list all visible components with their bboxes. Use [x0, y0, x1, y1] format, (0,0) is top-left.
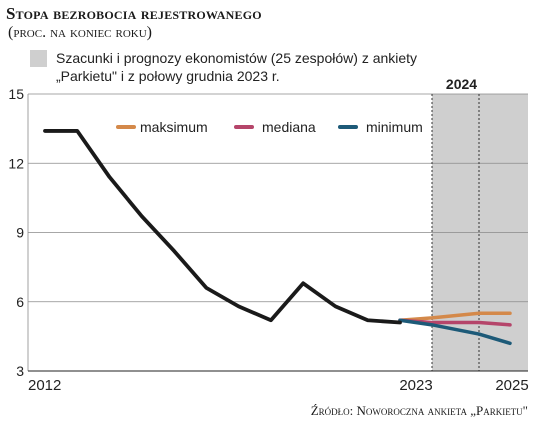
series-line-minimum	[398, 318, 512, 346]
forecast-legend-swatch	[30, 50, 47, 67]
chart-subtitle: (proc. na koniec roku)	[8, 24, 152, 41]
y-tick-label-12: 12	[8, 155, 24, 171]
x-label-start: 2012	[28, 377, 61, 394]
x-label-mid: 2023	[399, 377, 432, 394]
forecast-note-line-2: „Parkietu" i z połowy grudnia 2023 r.	[56, 68, 280, 84]
y-tick-label-3: 3	[16, 363, 24, 379]
y-tick-label-15: 15	[8, 86, 24, 102]
series-line-historic	[43, 129, 402, 325]
legend-label-maksimum: maksimum	[140, 119, 208, 135]
y-tick-label-9: 9	[16, 225, 24, 241]
forecast-note-line-1: Szacunki i prognozy ekonomistów (25 zesp…	[56, 50, 418, 66]
chart-title: Stopa bezrobocia rejestrowanego	[6, 4, 262, 23]
source-note: Źródło: Noworoczna ankieta „Parkietu"	[310, 403, 528, 418]
legend-label-minimum: minimum	[366, 119, 423, 135]
shaded-year-label: 2024	[446, 76, 477, 92]
x-label-end: 2025	[495, 377, 528, 394]
legend-label-mediana: mediana	[262, 119, 316, 135]
y-tick-label-6: 6	[16, 294, 24, 310]
series-line-maksimum	[398, 311, 512, 322]
forecast-note: Szacunki i prognozy ekonomistów (25 zesp…	[56, 49, 516, 85]
